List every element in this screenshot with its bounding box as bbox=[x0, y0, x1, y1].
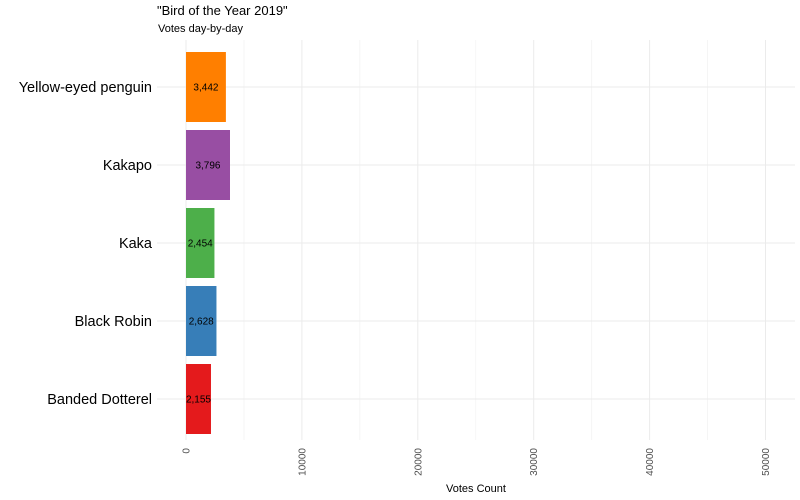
x-axis-title: Votes Count bbox=[446, 483, 506, 495]
x-tick-label: 0 bbox=[182, 448, 193, 454]
bar-value-label: 3,796 bbox=[195, 161, 220, 172]
category-label: Kaka bbox=[119, 236, 153, 252]
category-label: Yellow-eyed penguin bbox=[19, 80, 152, 96]
bar-value-label: 3,442 bbox=[193, 83, 218, 94]
bar bbox=[186, 364, 211, 434]
category-label: Black Robin bbox=[75, 314, 152, 330]
x-tick-label: 30000 bbox=[529, 448, 540, 476]
bar bbox=[186, 286, 217, 356]
bar-value-label: 2,454 bbox=[188, 239, 213, 250]
bar-value-label: 2,628 bbox=[189, 317, 214, 328]
bar-value-label: 2,155 bbox=[186, 395, 211, 406]
grid-layer bbox=[157, 40, 795, 440]
bar bbox=[186, 52, 226, 122]
bars-layer bbox=[186, 52, 230, 434]
x-tick-label: 50000 bbox=[761, 448, 772, 476]
labels-layer: 3,442 Yellow-eyed penguin 3,796 Kakapo 2,454… bbox=[19, 80, 221, 408]
category-label: Banded Dotterel bbox=[47, 392, 152, 408]
x-tick-label: 10000 bbox=[297, 448, 308, 476]
ticks-layer: 0 10000 20000 30000 40000 50000 bbox=[182, 448, 773, 476]
bar bbox=[186, 130, 230, 200]
bar bbox=[186, 208, 215, 278]
chart-title: "Bird of the Year 2019" bbox=[157, 3, 288, 18]
category-label: Kakapo bbox=[103, 158, 152, 174]
x-tick-label: 20000 bbox=[413, 448, 424, 476]
x-tick-label: 40000 bbox=[645, 448, 656, 476]
chart-subtitle: Votes day-by-day bbox=[158, 23, 243, 35]
